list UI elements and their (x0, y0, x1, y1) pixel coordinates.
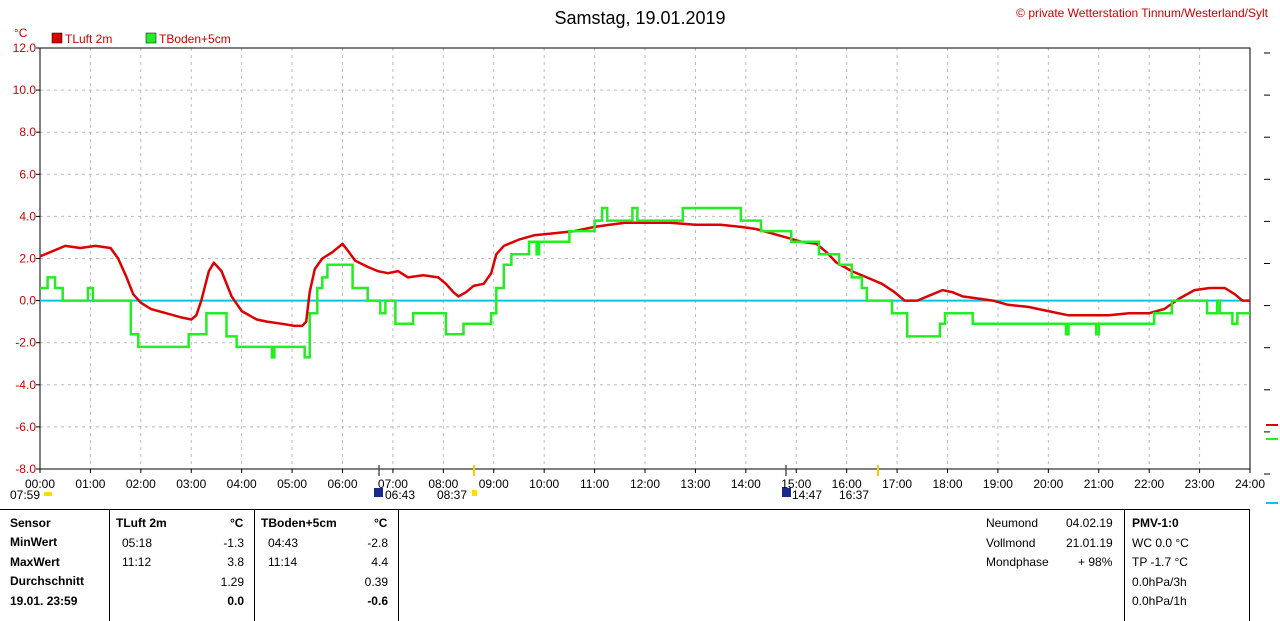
x-tick-label: 00:00 (25, 477, 55, 491)
col1-current: 0.0 (227, 594, 244, 608)
x-tick-label: 06:00 (327, 477, 357, 491)
new-moon-date: 04.02.19 (1066, 516, 1113, 530)
x-tick-label: 07:00 (378, 477, 408, 491)
x-axis-ticks: 00:00 01:00 02:00 03:00 04:00 05:00 06:00 07:00… (25, 469, 1265, 491)
sunset-time: 08:37 (437, 488, 467, 502)
moonrise-time: 14:47 (792, 488, 822, 502)
moonrise-icon (782, 488, 791, 497)
series-line-tboden (40, 206, 1250, 359)
col1-avg: 1.29 (220, 575, 244, 589)
x-tick-label: 08:00 (428, 477, 458, 491)
unit-label: °C (14, 26, 28, 40)
pmv-header: PMV-1:0 (1132, 516, 1179, 530)
col1-header: TLuft 2m (116, 516, 167, 530)
legend-swatch-tboden (145, 32, 157, 44)
pmv-tp: TP -1.7 °C (1132, 555, 1188, 569)
y-tick-label: 2.0 (19, 252, 36, 266)
x-tick-label: 22:00 (1134, 477, 1164, 491)
x-tick-label: 20:00 (1033, 477, 1063, 491)
y-tick-label: -8.0 (15, 462, 36, 476)
stats-table: Sensor MinWert MaxWert Durchschnitt 19.0… (0, 509, 1250, 621)
x-tick-label: 02:00 (126, 477, 156, 491)
x-tick-label: 05:00 (277, 477, 307, 491)
x-tick-label: 11:00 (580, 477, 609, 491)
chart-grid (40, 48, 1250, 469)
row-label-current: 19.01. 23:59 (10, 594, 78, 608)
temperature-chart: 12.010.08.06.04.02.00.0-2.0-4.0-6.0-8.0 … (10, 6, 1278, 504)
x-tick-label: 17:00 (882, 477, 912, 491)
y-tick-label: 12.0 (13, 41, 37, 55)
legend-label-tboden: TBoden+5cm (159, 32, 231, 46)
chart-title: Samstag, 19.01.2019 (554, 8, 725, 28)
sunset-icon (472, 490, 477, 496)
legend-label-tluft: TLuft 2m (65, 32, 112, 46)
legend-swatch-tluft (51, 32, 63, 44)
col2-current: -0.6 (367, 594, 388, 608)
col2-header: TBoden+5cm (261, 516, 337, 530)
x-tick-label: 12:00 (630, 477, 660, 491)
dusk-time: 16:37 (839, 488, 869, 502)
y-tick-label: 4.0 (19, 209, 36, 223)
row-label-avg: Durchschnitt (10, 574, 85, 588)
moon-phase-label: Mondphase (986, 555, 1049, 569)
col1-max: 3.8 (227, 555, 244, 569)
col1-max-time: 11:12 (122, 555, 152, 569)
sunrise-icon (44, 492, 52, 496)
y-tick-label: -4.0 (15, 378, 36, 392)
full-moon-label: Vollmond (986, 536, 1036, 550)
x-tick-label: 09:00 (479, 477, 509, 491)
table-col-divider (109, 509, 110, 621)
moonset-icon (374, 488, 383, 497)
row-label-min: MinWert (10, 535, 58, 549)
x-tick-label: 24:00 (1235, 477, 1265, 491)
copyright-text: © private Wetterstation Tinnum/Westerlan… (1016, 6, 1269, 20)
x-tick-label: 21:00 (1084, 477, 1114, 491)
x-tick-label: 13:00 (680, 477, 710, 491)
col2-avg: 0.39 (364, 575, 388, 589)
x-tick-label: 23:00 (1185, 477, 1215, 491)
col2-unit: °C (374, 516, 388, 530)
sunrise-time: 07:59 (10, 488, 40, 502)
col2-max: 4.4 (371, 555, 388, 569)
pmv-pressure-1h: 0.0hPa/1h (1132, 594, 1187, 608)
y-tick-label: -2.0 (15, 336, 36, 350)
full-moon-date: 21.01.19 (1066, 536, 1113, 550)
table-col-divider (1124, 509, 1125, 621)
table-col-divider (398, 509, 399, 621)
col1-unit: °C (230, 516, 244, 530)
y-tick-label: 6.0 (19, 167, 36, 181)
series-line-tluft (39, 221, 1250, 328)
y-axis-ticks: 12.0 10.0 8.0 6.0 4.0 2.0 0.0 -2.0 -4.0 -6.0 -8.0 (13, 41, 1270, 476)
x-tick-label: 10:00 (529, 477, 559, 491)
new-moon-label: Neumond (986, 516, 1039, 530)
pmv-pressure-3h: 0.0hPa/3h (1132, 575, 1187, 589)
x-tick-label: 14:00 (731, 477, 761, 491)
y-tick-label: 10.0 (13, 83, 37, 97)
col2-min: -2.8 (367, 536, 388, 550)
x-tick-label: 15:00 (781, 477, 811, 491)
row-label-max: MaxWert (10, 555, 60, 569)
col2-max-time: 11:14 (268, 555, 298, 569)
pmv-wc: WC 0.0 °C (1132, 536, 1189, 550)
x-tick-label: 16:00 (832, 477, 862, 491)
y-tick-label: 0.0 (19, 294, 36, 308)
x-tick-label: 03:00 (176, 477, 206, 491)
moon-phase-value: + 98% (1078, 555, 1113, 569)
col1-min-time: 05:18 (122, 536, 153, 550)
x-tick-label: 04:00 (227, 477, 257, 491)
moonset-time: 06:43 (385, 488, 415, 502)
table-right-border (1249, 509, 1250, 621)
x-tick-label: 01:00 (75, 477, 105, 491)
x-tick-label: 18:00 (932, 477, 962, 491)
col1-min: -1.3 (223, 536, 244, 550)
y-tick-label: -6.0 (15, 420, 36, 434)
col2-min-time: 04:43 (268, 536, 299, 550)
table-top-border (0, 509, 1250, 510)
x-tick-label: 19:00 (983, 477, 1013, 491)
sensor-header: Sensor (10, 516, 51, 530)
table-col-divider (254, 509, 255, 621)
y-tick-label: 8.0 (19, 125, 36, 139)
